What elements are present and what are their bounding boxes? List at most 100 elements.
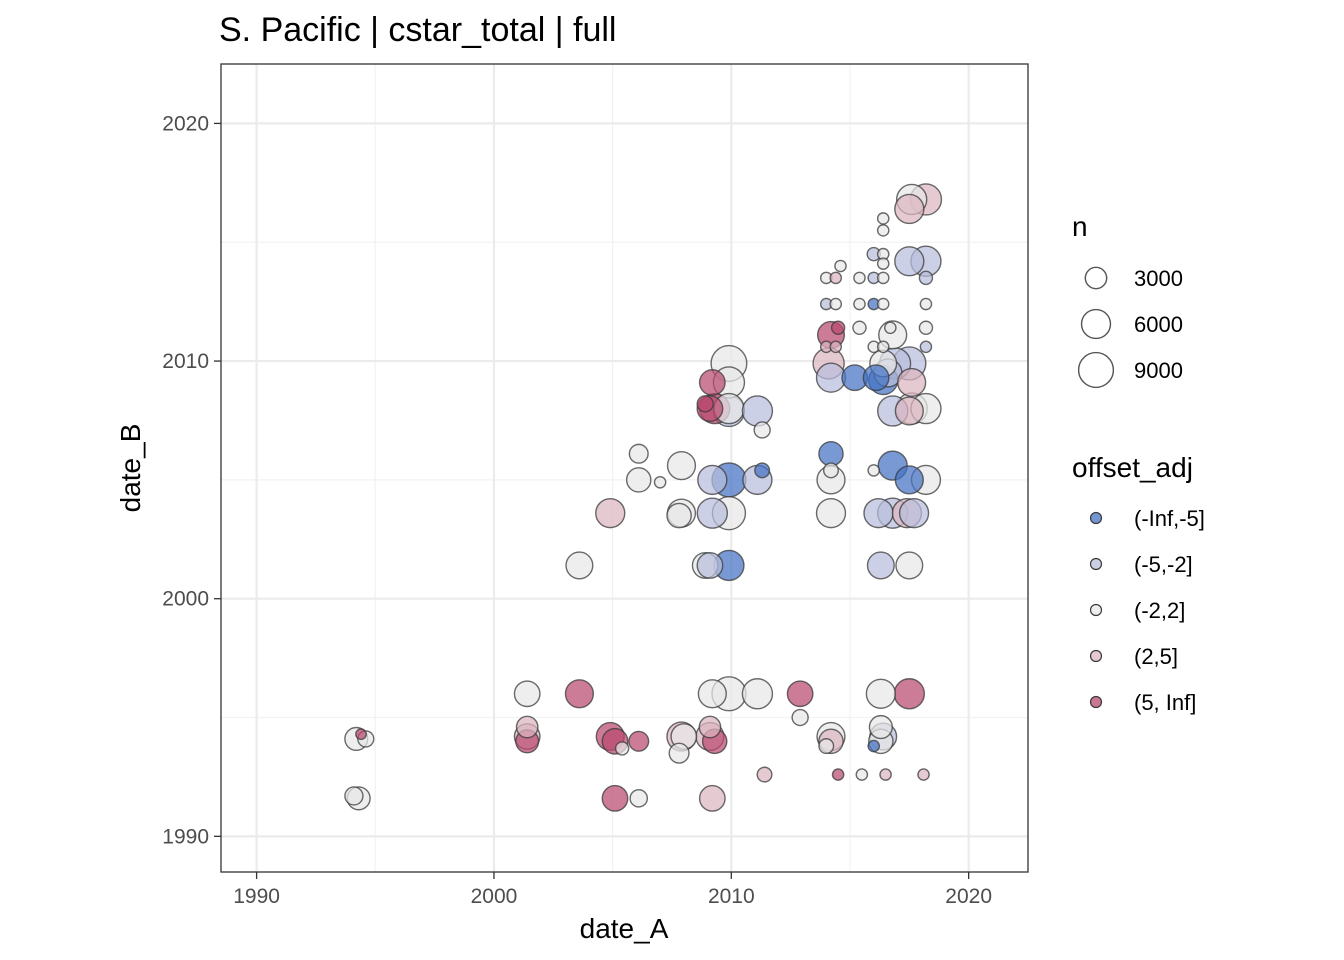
data-point [834,259,847,273]
axes: 1990 2000 2010 2020 1990 2000 2010 2020 [162,112,992,908]
x-tick-label: 2010 [708,885,755,908]
data-point [815,362,847,393]
data-point [791,708,809,727]
data-point [866,551,895,580]
data-point [698,369,726,396]
chart-title: S. Pacific | cstar_total | full [219,11,616,49]
size-legend-key [1084,266,1108,290]
data-point [919,297,933,311]
data-point [876,297,890,311]
size-legend-label: 9000 [1134,358,1183,383]
data-point [355,728,367,741]
x-axis-title: date_A [580,913,669,944]
y-tick-label: 2000 [162,588,209,611]
data-point [614,741,630,756]
data-point [698,715,722,739]
data-point [697,464,728,496]
color-legend-key [1089,603,1103,617]
data-point [815,497,847,529]
data-point [754,462,771,479]
size-legend-key [1080,308,1112,340]
data-point [894,193,925,225]
data-point [855,768,869,781]
data-point [853,297,866,311]
color-legend-label: (5, Inf] [1134,690,1196,715]
x-tick-label: 1990 [233,885,280,908]
data-point [867,464,881,477]
data-point [698,784,726,812]
data-point [898,497,930,529]
data-point [697,679,727,709]
data-point [696,551,724,579]
data-point [884,321,897,335]
data-point [876,257,890,270]
data-point [629,789,649,808]
color-legend-key [1089,557,1103,571]
data-point [876,340,890,354]
data-point [666,502,692,529]
color-legend-label: (2,5] [1134,644,1178,669]
size-legend-title: n [1072,211,1088,242]
data-point [786,680,814,708]
data-point [818,738,835,755]
data-point [853,271,866,285]
data-point [696,497,729,529]
data-point [666,450,697,481]
data-point [344,786,364,806]
data-point [753,421,771,439]
data-point [696,395,714,413]
data-point [862,364,890,392]
data-point [865,678,897,709]
data-point [831,768,845,781]
data-point [564,679,595,709]
x-tick-label: 2020 [945,885,992,908]
color-legend: offset_adj (-Inf,-5] (-5,-2] (-2,2] (2,5] (5… [1072,452,1205,715]
data-point [852,320,867,336]
data-point [513,680,541,708]
data-point [919,340,933,354]
data-point [876,212,890,225]
size-legend-key [1077,351,1115,389]
data-point [830,320,846,336]
size-legend: n 3000 6000 9000 [1072,211,1183,389]
data-point [918,270,934,286]
y-tick-label: 1990 [162,825,209,848]
data-point [625,467,652,493]
data-point [595,497,626,529]
data-point [829,271,843,285]
data-point [897,367,927,398]
data-point [879,768,892,781]
color-legend-key [1089,511,1103,525]
y-tick-label: 2010 [162,350,209,373]
data-point [917,768,930,781]
size-legend-label: 3000 [1134,266,1183,291]
data-point [565,551,594,580]
data-point [822,462,840,479]
data-point [818,440,844,467]
data-point [876,224,890,237]
data-point [515,715,539,739]
data-point [601,784,629,812]
data-point [628,443,649,464]
data-point [628,730,650,752]
data-point [868,714,893,740]
data-point [756,766,773,783]
data-point [894,396,924,426]
y-axis-title: date_B [115,424,146,513]
data-point [863,497,894,529]
data-point [867,739,881,753]
size-legend-label: 6000 [1134,312,1183,337]
data-points [344,183,943,812]
color-legend-label: (-Inf,-5] [1134,506,1205,531]
grid [221,64,1028,872]
x-tick-label: 2000 [471,885,518,908]
color-legend-key [1089,649,1103,663]
color-legend-key [1089,695,1103,709]
color-legend-label: (-2,2] [1134,598,1185,623]
data-point [741,678,774,710]
data-point [876,271,890,285]
data-point [894,465,924,495]
color-legend-title: offset_adj [1072,452,1193,483]
data-point [895,551,924,580]
